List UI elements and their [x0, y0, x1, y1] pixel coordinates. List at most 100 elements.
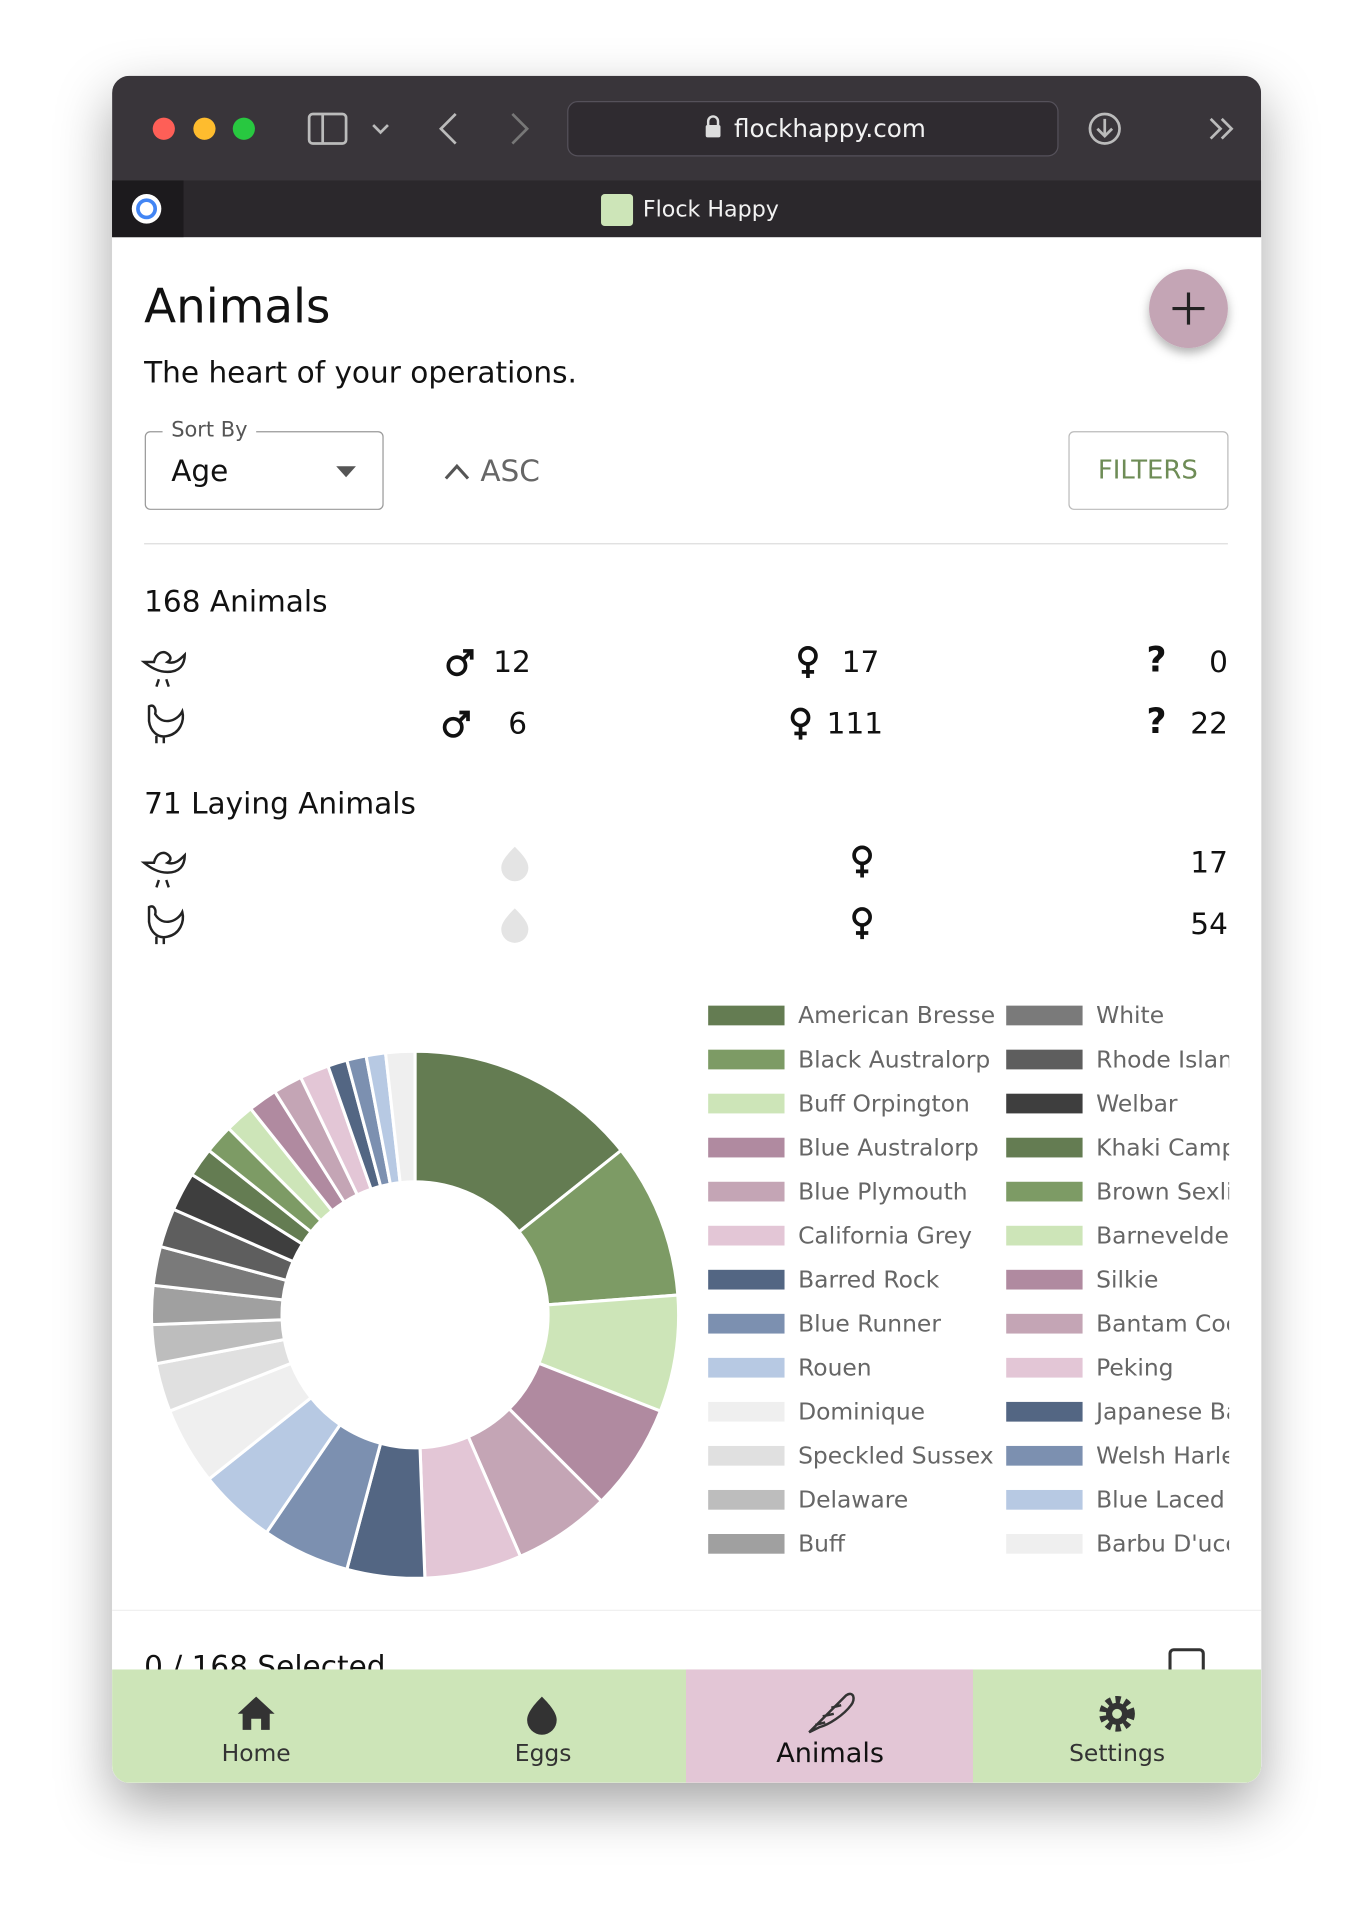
female-count: 111: [827, 706, 883, 740]
chick-icon: [140, 851, 186, 888]
legend-swatch: [1006, 1005, 1083, 1026]
order-button[interactable]: ASC: [480, 454, 540, 488]
legend-label: Barnevelder: [1096, 1221, 1239, 1249]
tab-bar: [112, 180, 1262, 238]
legend-swatch: [708, 1225, 785, 1246]
female-icon: [855, 925, 869, 940]
sort-select[interactable]: [144, 431, 384, 510]
egg-icon: [501, 908, 529, 943]
sort-value: Age: [171, 454, 228, 488]
tab-title: Flock Happy: [643, 197, 779, 223]
legend-label: Japanese Bantam: [1094, 1397, 1301, 1425]
legend-swatch: [1006, 1181, 1083, 1202]
male-icon: [461, 649, 474, 661]
legend-swatch: [1006, 1269, 1083, 1290]
legend-swatch: [1006, 1533, 1083, 1554]
female-icon: [801, 664, 815, 679]
legend-label: California Grey: [798, 1221, 972, 1249]
legend-label: Silkie: [1096, 1265, 1158, 1293]
settings-icon: [1099, 1695, 1135, 1732]
legend-label: Buff: [798, 1530, 846, 1558]
dropdown-arrow: [336, 466, 356, 478]
female-icon: [798, 646, 818, 666]
female-icon: [790, 707, 811, 728]
legend-label: Barred Rock: [798, 1265, 940, 1293]
page-title: Animals: [144, 280, 330, 334]
legend-label: Barbu D'uccle: [1096, 1530, 1259, 1558]
legend-label: White: [1096, 1001, 1164, 1029]
legend-label: Khaki Campbell: [1096, 1133, 1279, 1161]
legend-swatch: [1006, 1093, 1083, 1114]
legend-label: Blue Laced Red: [1096, 1486, 1277, 1514]
label-bg: [162, 419, 257, 442]
male-icon: [442, 716, 464, 738]
legend-swatch: [1006, 1049, 1083, 1070]
legend-swatch: [1006, 1445, 1083, 1466]
unknown-label: ?: [1146, 641, 1166, 681]
legend-swatch: [708, 1137, 785, 1158]
male-count: 12: [493, 645, 531, 679]
settings-icon: [1112, 1708, 1122, 1719]
female-icon: [794, 726, 807, 740]
page-subtitle: The heart of your operations.: [143, 355, 577, 389]
unknown-count: 22: [1190, 706, 1228, 740]
select-all-checkbox[interactable]: [1168, 1648, 1205, 1683]
minimize-button[interactable]: [193, 117, 216, 140]
legend-swatch: [708, 1401, 785, 1422]
filters-button[interactable]: [1068, 431, 1229, 510]
order-arrow[interactable]: [444, 463, 470, 480]
zoom-button[interactable]: [232, 117, 255, 140]
legend-label: Brown Sexlink: [1096, 1177, 1261, 1205]
animals-count: 168 Animals: [144, 584, 327, 618]
male-icon: [446, 655, 468, 677]
legend-label: Blue Plymouth: [798, 1177, 968, 1205]
laying-count: 71 Laying Animals: [144, 786, 416, 820]
nav-home[interactable]: Home: [222, 1739, 291, 1767]
female-icon: [855, 864, 869, 878]
laying-count: 54: [1190, 907, 1228, 941]
content: Animals The heart of your operations. So…: [112, 269, 1301, 1684]
unknown-label: ?: [1146, 702, 1166, 742]
legend-label: Peking: [1096, 1353, 1173, 1381]
donut-slice: [413, 1049, 624, 1235]
sort-label: Sort By: [171, 417, 247, 441]
site-icon: [601, 194, 634, 227]
unknown-count: 0: [1209, 645, 1228, 679]
close-button[interactable]: [152, 117, 175, 140]
address-bar[interactable]: [567, 101, 1059, 157]
legend-label: Dominique: [798, 1397, 925, 1425]
donut-slice: [383, 1049, 417, 1185]
laying-count: 17: [1190, 846, 1228, 880]
filters-label: FILTERS: [1098, 456, 1198, 486]
male-icon: [458, 710, 470, 723]
google-icon: [136, 198, 158, 220]
legend-label: Blue Runner: [798, 1309, 941, 1337]
legend-swatch: [1006, 1225, 1083, 1246]
hen-icon: [147, 704, 185, 744]
male-count: 6: [508, 706, 527, 740]
legend-label: Rhode Island: [1096, 1045, 1248, 1073]
female-icon: [852, 907, 872, 927]
nav-eggs[interactable]: Eggs: [515, 1739, 572, 1767]
selection-count: 0 / 168 Selected: [144, 1650, 385, 1684]
legend-swatch: [708, 1269, 785, 1290]
home-icon: [237, 1696, 275, 1730]
legend-swatch: [708, 1445, 785, 1466]
egg-icon: [501, 846, 529, 882]
legend-label: Delaware: [798, 1486, 908, 1514]
legend-label: Welbar: [1096, 1089, 1178, 1117]
legend-swatch: [708, 1489, 785, 1510]
add-icon: [1172, 292, 1205, 325]
legend-swatch: [1006, 1489, 1083, 1510]
legend-label: Blue Australorp: [798, 1133, 979, 1161]
nav-animals[interactable]: Animals: [776, 1738, 884, 1769]
legend-label: Bantam Cochin: [1096, 1309, 1275, 1337]
legend-swatch: [708, 1313, 785, 1334]
legend-label: American Bresse: [798, 1001, 995, 1029]
nav-settings[interactable]: Settings: [1069, 1739, 1165, 1767]
legend-swatch: [1006, 1137, 1083, 1158]
legend-label: Buff Orpington: [798, 1089, 970, 1117]
toolbar-icons[interactable]: [307, 112, 1234, 145]
